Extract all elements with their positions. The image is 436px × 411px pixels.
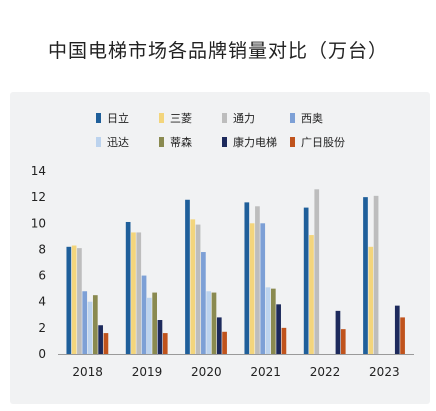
y-tick-label: 14: [31, 164, 46, 178]
bar: [270, 288, 276, 354]
bar: [373, 195, 379, 354]
legend-label: 西奥: [301, 111, 323, 125]
legend-swatch: [96, 113, 101, 123]
x-axis: 2018 2019 2020 2021 2022 2023: [58, 354, 414, 379]
bar: [249, 223, 255, 354]
bar: [136, 232, 142, 354]
bar: [103, 333, 109, 354]
bar: [162, 333, 168, 354]
bar: [368, 246, 374, 354]
x-tick-label: 2020: [191, 365, 222, 379]
bar: [147, 297, 152, 354]
legend-label: 广日股份: [301, 136, 345, 149]
bar: [141, 275, 147, 354]
y-tick-label: 8: [38, 242, 46, 256]
x-tick-label: 2018: [72, 365, 103, 379]
y-tick-label: 12: [31, 190, 46, 204]
bar: [335, 310, 341, 354]
y-tick-label: 0: [38, 347, 46, 361]
bar: [185, 199, 190, 354]
bar: [276, 304, 281, 354]
legend-label: 日立: [107, 111, 129, 125]
legend-label: 迅达: [107, 136, 129, 149]
bar: [87, 301, 93, 354]
bars: [66, 189, 405, 354]
legend-swatch: [96, 137, 101, 147]
bar: [77, 248, 82, 354]
bar: [255, 206, 260, 354]
bar: [260, 223, 266, 354]
x-tick-label: 2021: [250, 365, 281, 379]
legend-swatch: [159, 113, 164, 123]
bar: [206, 291, 212, 354]
y-tick-label: 4: [38, 295, 46, 309]
y-tick-label: 10: [31, 216, 46, 230]
legend-label: 通力: [233, 112, 255, 125]
bar: [125, 221, 131, 354]
bar: [216, 317, 222, 354]
x-tick-label: 2022: [310, 365, 341, 379]
bar: [201, 252, 206, 354]
legend-swatch: [222, 113, 227, 123]
bar: [66, 246, 72, 354]
x-tick-label: 2019: [132, 365, 163, 379]
bar: [211, 292, 217, 354]
chart-title: 中国电梯市场各品牌销量对比（万台）: [47, 40, 388, 62]
legend-label: 康力电梯: [233, 135, 277, 149]
bar: [152, 292, 157, 354]
bar: [265, 287, 271, 354]
bar: [340, 329, 346, 354]
bar: [195, 224, 201, 354]
legend-label: 蒂森: [170, 135, 192, 149]
y-tick-label: 6: [38, 269, 46, 283]
bar: [82, 291, 88, 354]
bar: [71, 245, 77, 354]
legend-label: 三菱: [170, 112, 192, 125]
legend-swatch: [290, 113, 295, 123]
bar: [244, 202, 250, 354]
bar: [303, 207, 309, 354]
bar: [190, 219, 196, 354]
bar: [314, 189, 320, 354]
legend-swatch: [222, 137, 227, 147]
y-tick-label: 2: [38, 321, 46, 335]
bar: [98, 325, 103, 354]
bar: [363, 197, 368, 354]
legend-swatch: [290, 137, 295, 147]
bar: [281, 327, 287, 354]
x-tick-label: 2023: [369, 365, 400, 379]
bar: [157, 320, 163, 354]
bar: [222, 331, 227, 354]
bar: [400, 317, 405, 354]
legend-swatch: [159, 137, 164, 147]
bar: [92, 295, 98, 354]
y-axis: 0 2 4 6 8 10 12 14: [31, 164, 46, 361]
bar: [394, 305, 400, 354]
bar: [309, 235, 314, 354]
bar: [131, 232, 136, 354]
chart-panel: 日立 三菱 通力 西奥 迅达 蒂森 康力电梯 广日股份 0 2 4 6 8 10 12 14 2018 201…: [10, 92, 430, 404]
